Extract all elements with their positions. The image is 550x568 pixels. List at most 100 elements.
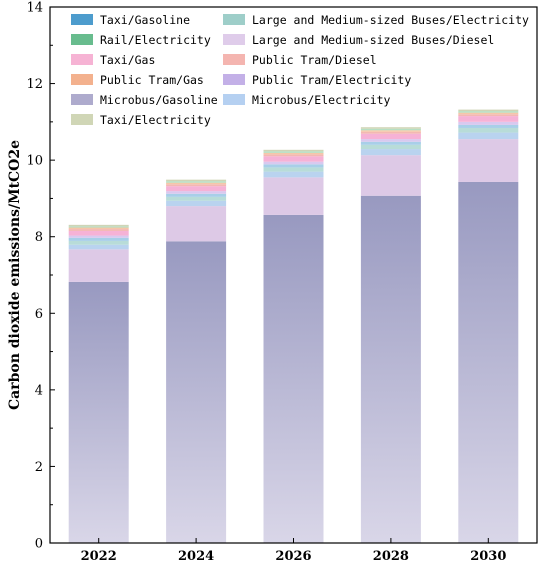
legend-item-microbus-gasoline: Microbus/Gasoline (71, 93, 218, 107)
bar-segment-microbus-electricity-2026 (263, 171, 324, 178)
legend-label: Taxi/Gas (100, 53, 155, 67)
bar-segment-rail-electricity-2030 (458, 111, 519, 113)
legend-item-public-tram-gas: Public Tram/Gas (71, 73, 204, 87)
bar-segment-large-and-medium-sized-buses-electricity-2028 (360, 144, 421, 150)
legend-swatch (223, 34, 245, 45)
legend-item-large-and-medium-sized-buses-electricity: Large and Medium-sized Buses/Electricity (223, 13, 529, 27)
bars-layer (68, 109, 519, 543)
legend-item-large-and-medium-sized-buses-diesel: Large and Medium-sized Buses/Diesel (223, 33, 494, 47)
y-tick-label: 14 (26, 1, 43, 16)
bar-segment-public-tram-electricity-2024 (166, 191, 227, 194)
bar-segment-rail-electricity-2026 (263, 151, 324, 153)
bar-segment-public-tram-diesel-2024 (166, 184, 227, 187)
bar-segment-taxi-gasoline-2024 (166, 193, 227, 197)
legend-item-taxi-gas: Taxi/Gas (71, 53, 155, 67)
bar-segment-taxi-electricity-2026 (263, 149, 324, 152)
bar-segment-public-tram-diesel-2022 (68, 229, 129, 231)
legend-label: Rail/Electricity (100, 33, 211, 47)
bar-segment-public-tram-gas-2024 (166, 182, 227, 185)
bar-segment-public-tram-gas-2022 (68, 227, 129, 230)
bar-segment-public-tram-diesel-2030 (458, 114, 519, 117)
bar-segment-large-and-medium-sized-buses-diesel-2030 (458, 139, 519, 182)
bar-segment-public-tram-electricity-2028 (360, 139, 421, 142)
bar-segment-public-tram-gas-2028 (360, 130, 421, 132)
bar-segment-taxi-gas-2030 (458, 116, 519, 122)
bar-segment-public-tram-gas-2026 (263, 152, 324, 155)
bar-segment-large-and-medium-sized-buses-electricity-2026 (263, 167, 324, 172)
legend-swatch (71, 94, 93, 105)
legend-item-rail-electricity: Rail/Electricity (71, 33, 211, 47)
bar-segment-public-tram-diesel-2026 (263, 154, 324, 157)
legend-label: Large and Medium-sized Buses/Electricity (252, 13, 529, 27)
bar-segment-taxi-electricity-2022 (68, 224, 129, 227)
bar-segment-taxi-gasoline-2030 (458, 124, 519, 128)
bar-segment-microbus-gasoline-2030 (458, 181, 519, 543)
bar-segment-large-and-medium-sized-buses-diesel-2022 (68, 249, 129, 282)
bar-segment-rail-electricity-2024 (166, 181, 227, 183)
bar-segment-large-and-medium-sized-buses-diesel-2024 (166, 206, 227, 242)
bar-segment-public-tram-diesel-2028 (360, 131, 421, 134)
legend-swatch (71, 14, 93, 25)
bar-segment-public-tram-gas-2030 (458, 112, 519, 115)
y-axis: 0 2 4 6 8 10 12 14 (26, 1, 55, 552)
bar-segment-rail-electricity-2028 (360, 128, 421, 131)
legend-item-taxi-electricity: Taxi/Electricity (71, 113, 211, 127)
legend-swatch (71, 34, 93, 45)
x-tick-label: 2028 (373, 549, 409, 564)
legend-label: Taxi/Gasoline (100, 13, 190, 27)
bar-segment-large-and-medium-sized-buses-electricity-2030 (458, 127, 519, 133)
y-tick-label: 4 (35, 383, 43, 398)
bar-segment-microbus-electricity-2022 (68, 244, 129, 250)
bar-segment-microbus-gasoline-2022 (68, 281, 129, 543)
x-tick-label: 2030 (470, 549, 506, 564)
bar-segment-large-and-medium-sized-buses-electricity-2024 (166, 196, 227, 201)
bar-segment-microbus-electricity-2030 (458, 132, 519, 140)
bar-segment-rail-electricity-2022 (68, 226, 129, 228)
y-axis-title: Carbon dioxide emissions/MtCO2e (7, 140, 23, 410)
bar-segment-public-tram-electricity-2026 (263, 161, 324, 165)
bar-segment-microbus-gasoline-2028 (360, 195, 421, 543)
bar-segment-public-tram-electricity-2030 (458, 121, 519, 125)
legend-label: Public Tram/Gas (100, 73, 204, 87)
legend-swatch (71, 54, 93, 65)
legend-item-public-tram-diesel: Public Tram/Diesel (223, 53, 377, 67)
y-tick-label: 0 (35, 537, 43, 552)
legend-swatch (223, 94, 245, 105)
bar-segment-taxi-gas-2022 (68, 230, 129, 236)
x-tick-label: 2026 (275, 549, 311, 564)
bar-segment-taxi-electricity-2024 (166, 179, 227, 182)
bar-segment-taxi-gasoline-2022 (68, 237, 129, 241)
legend: Taxi/Gasoline Large and Medium-sized Buse… (71, 13, 529, 127)
legend-label: Microbus/Gasoline (100, 93, 218, 107)
legend-label: Taxi/Electricity (100, 113, 211, 127)
legend-item-microbus-electricity: Microbus/Electricity (223, 93, 391, 107)
legend-label: Public Tram/Electricity (252, 73, 411, 87)
y-tick-label: 12 (26, 77, 43, 92)
legend-label: Public Tram/Diesel (252, 53, 377, 67)
bar-segment-large-and-medium-sized-buses-diesel-2028 (360, 155, 421, 196)
legend-swatch (223, 54, 245, 65)
bar-segment-taxi-electricity-2028 (360, 127, 421, 129)
legend-label: Microbus/Electricity (252, 93, 391, 107)
bar-segment-taxi-gas-2024 (166, 186, 227, 192)
legend-swatch (223, 14, 245, 25)
bar-segment-public-tram-electricity-2022 (68, 235, 129, 238)
bar-segment-large-and-medium-sized-buses-diesel-2026 (263, 177, 324, 215)
x-tick-label: 2024 (178, 549, 214, 564)
y-tick-label: 6 (35, 307, 43, 322)
x-tick-label: 2022 (81, 549, 117, 564)
bar-segment-taxi-electricity-2030 (458, 109, 519, 112)
y-tick-label: 2 (35, 460, 43, 475)
bar-segment-microbus-gasoline-2026 (263, 214, 324, 543)
legend-item-public-tram-electricity: Public Tram/Electricity (223, 73, 411, 87)
bar-segment-taxi-gas-2028 (360, 133, 421, 140)
bar-segment-microbus-electricity-2024 (166, 200, 227, 207)
bar-segment-taxi-gasoline-2026 (263, 164, 324, 168)
bar-segment-taxi-gasoline-2028 (360, 141, 421, 145)
legend-label: Large and Medium-sized Buses/Diesel (252, 33, 494, 47)
x-axis: 2022 2024 2026 2028 2030 (81, 538, 506, 564)
y-tick-label: 10 (26, 154, 43, 169)
bar-segment-microbus-gasoline-2024 (166, 241, 227, 543)
legend-swatch (223, 74, 245, 85)
